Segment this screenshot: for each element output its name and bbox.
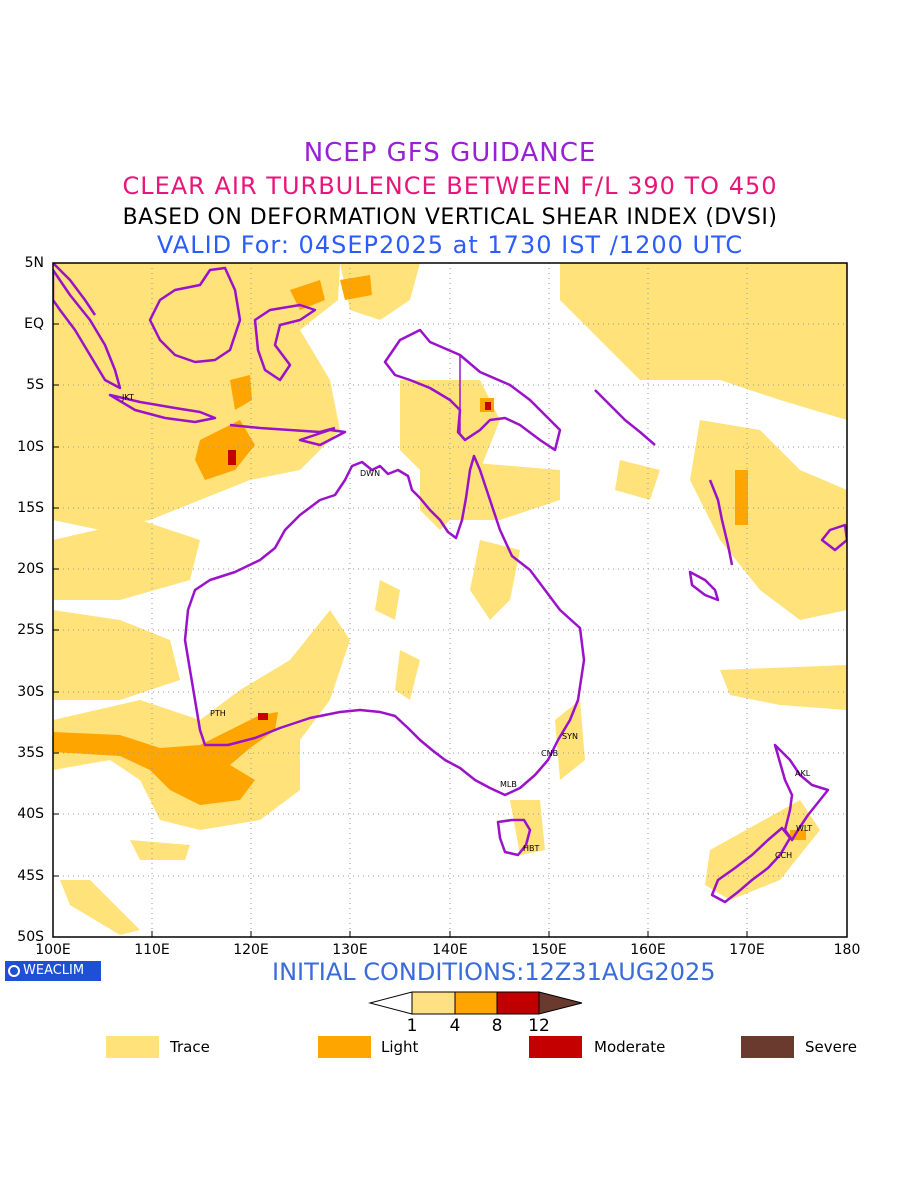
city-label: HBT <box>523 844 540 853</box>
y-tick-label: 45S <box>17 868 44 884</box>
y-tick-label: 20S <box>17 561 44 577</box>
y-tick-label: 5S <box>26 377 44 393</box>
weaclim-logo-icon <box>8 965 20 977</box>
moderate-areas <box>228 402 491 720</box>
weaclim-brand-text: WEACLIM <box>23 963 85 978</box>
x-tick-label: 100E <box>35 942 71 958</box>
city-label: CCH <box>775 851 792 860</box>
title-line-2: CLEAR AIR TURBULENCE BETWEEN F/L 390 TO … <box>122 172 778 200</box>
y-tick-label: 5N <box>24 255 44 271</box>
colorbar-tick-label: 4 <box>449 1016 461 1036</box>
axis-ticks <box>53 262 748 937</box>
turbulence-field: JKT DWN PTH SYN CNB MLB HBT AKL WLT CCH <box>53 263 847 937</box>
title-line-4: VALID For: 04SEP2025 at 1730 IST /1200 U… <box>156 231 744 259</box>
x-tick-label: 170E <box>729 942 765 958</box>
city-label: CNB <box>541 749 558 758</box>
title-line-3: BASED ON DEFORMATION VERTICAL SHEAR INDE… <box>122 205 778 230</box>
legend-label-moderate: Moderate <box>594 1038 666 1056</box>
colorbar-tick-label: 1 <box>406 1016 418 1036</box>
colorbar-segment <box>368 991 413 1015</box>
city-label: MLB <box>500 780 517 789</box>
weaclim-badge: WEACLIM <box>5 961 101 981</box>
y-tick-label: 50S <box>17 929 44 945</box>
legend-label-severe: Severe <box>805 1038 857 1056</box>
city-label: AKL <box>795 769 811 778</box>
y-tick-label: 40S <box>17 806 44 822</box>
colorbar <box>368 991 583 1015</box>
y-tick-label: EQ <box>24 316 44 332</box>
y-tick-label: 10S <box>17 439 44 455</box>
colorbar-segment <box>454 991 498 1015</box>
y-tick-label: 35S <box>17 745 44 761</box>
colorbar-tick-label: 8 <box>491 1016 503 1036</box>
city-label: PTH <box>210 709 226 718</box>
legend-swatch-light <box>318 1036 371 1058</box>
city-labels: JKT DWN PTH SYN CNB MLB HBT AKL WLT CCH <box>121 393 812 860</box>
colorbar-tick-label: 12 <box>528 1016 550 1036</box>
legend-label-trace: Trace <box>170 1038 210 1056</box>
city-label: SYN <box>562 732 578 741</box>
colorbar-segment <box>496 991 540 1015</box>
y-tick-label: 30S <box>17 684 44 700</box>
x-tick-label: 130E <box>332 942 368 958</box>
light-areas <box>53 275 806 840</box>
colorbar-segment <box>411 991 456 1015</box>
x-tick-label: 110E <box>134 942 170 958</box>
legend-swatch-trace <box>106 1036 159 1058</box>
legend-swatch-severe <box>741 1036 794 1058</box>
legend-swatch-moderate <box>529 1036 582 1058</box>
x-tick-label: 160E <box>630 942 666 958</box>
x-tick-label: 120E <box>233 942 269 958</box>
city-label: WLT <box>796 824 812 833</box>
y-tick-label: 15S <box>17 500 44 516</box>
x-tick-label: 150E <box>531 942 567 958</box>
city-label: DWN <box>360 469 380 478</box>
coastlines <box>53 263 847 904</box>
y-tick-label: 25S <box>17 622 44 638</box>
x-tick-label: 180 <box>833 942 861 958</box>
city-label: JKT <box>121 393 134 402</box>
colorbar-segment <box>538 991 583 1015</box>
initial-conditions: INITIAL CONDITIONS:12Z31AUG2025 <box>272 958 716 986</box>
title-line-1: NCEP GFS GUIDANCE <box>303 138 597 168</box>
x-tick-label: 140E <box>432 942 468 958</box>
legend-label-light: Light <box>381 1038 419 1056</box>
